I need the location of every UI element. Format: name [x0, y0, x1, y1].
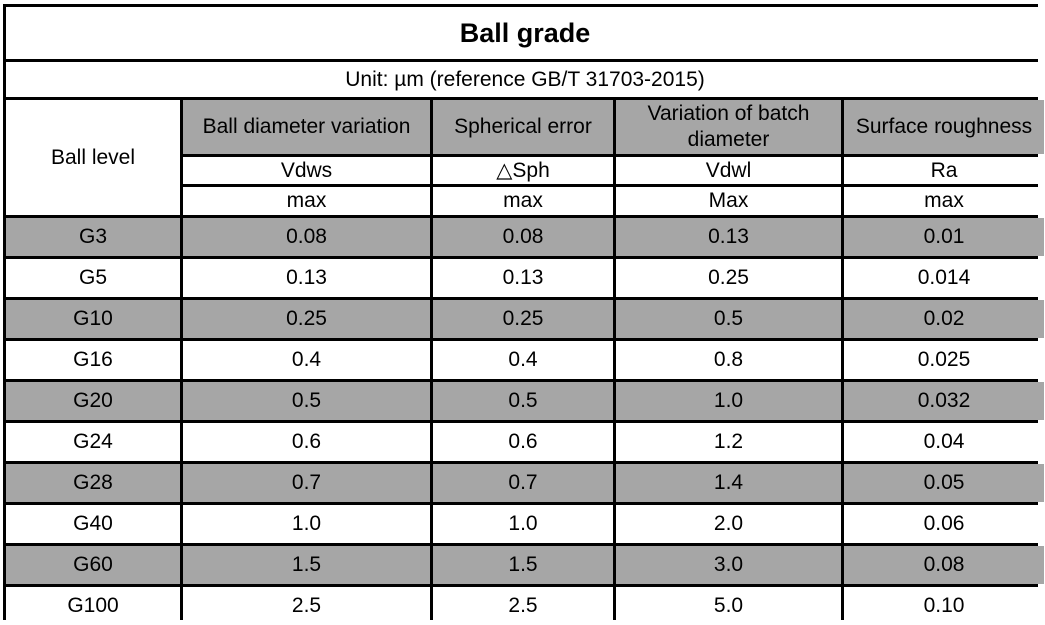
grade-cell: G5: [6, 259, 180, 297]
table-cell: 0.08: [433, 218, 613, 256]
table-cell: 0.5: [433, 382, 613, 420]
table-cell: 0.25: [183, 300, 430, 338]
table-cell: 1.0: [616, 382, 841, 420]
col-symbol: △Sph: [433, 157, 613, 184]
col-limit: max: [844, 187, 1044, 215]
ball-grade-table: Ball grade Unit: µm (reference GB/T 3170…: [3, 4, 1044, 625]
table-cell: 0.5: [616, 300, 841, 338]
table-cell: 0.08: [844, 546, 1044, 584]
table-cell: 2.5: [433, 587, 613, 625]
table-cell: 0.13: [616, 218, 841, 256]
grade-cell: G40: [6, 505, 180, 543]
table-cell: 0.7: [183, 464, 430, 502]
ball-level-header: Ball level: [6, 100, 180, 215]
grade-cell: G3: [6, 218, 180, 256]
table-cell: 1.4: [616, 464, 841, 502]
grade-cell: G100: [6, 587, 180, 625]
table-cell: 0.4: [433, 341, 613, 379]
table-cell: 0.10: [844, 587, 1044, 625]
table-cell: 0.032: [844, 382, 1044, 420]
table-cell: 0.8: [616, 341, 841, 379]
table-cell: 0.13: [183, 259, 430, 297]
col-header-batch-diameter-variation: Variation of batch diameter: [616, 100, 841, 154]
table-cell: 1.5: [433, 546, 613, 584]
table-cell: 0.08: [183, 218, 430, 256]
table-cell: 0.6: [433, 423, 613, 461]
unit-note: Unit: µm (reference GB/T 31703-2015): [6, 62, 1044, 97]
table-cell: 0.04: [844, 423, 1044, 461]
col-header-ball-diameter-variation: Ball diameter variation: [183, 100, 430, 154]
table-cell: 0.014: [844, 259, 1044, 297]
table-title: Ball grade: [6, 7, 1044, 59]
table-cell: 1.2: [616, 423, 841, 461]
table-cell: 0.4: [183, 341, 430, 379]
table-cell: 0.025: [844, 341, 1044, 379]
table-cell: 3.0: [616, 546, 841, 584]
grade-cell: G16: [6, 341, 180, 379]
table-cell: 0.06: [844, 505, 1044, 543]
grade-cell: G24: [6, 423, 180, 461]
col-symbol: Vdws: [183, 157, 430, 184]
table-cell: 1.0: [433, 505, 613, 543]
table-cell: 0.05: [844, 464, 1044, 502]
grade-cell: G60: [6, 546, 180, 584]
grade-cell: G28: [6, 464, 180, 502]
table-cell: 1.5: [183, 546, 430, 584]
col-limit: max: [183, 187, 430, 215]
table-cell: 0.13: [433, 259, 613, 297]
table-cell: 0.5: [183, 382, 430, 420]
col-symbol: Vdwl: [616, 157, 841, 184]
grade-cell: G20: [6, 382, 180, 420]
col-header-spherical-error: Spherical error: [433, 100, 613, 154]
table-cell: 0.01: [844, 218, 1044, 256]
table-cell: 5.0: [616, 587, 841, 625]
table-cell: 0.25: [433, 300, 613, 338]
col-limit: Max: [616, 187, 841, 215]
table-cell: 0.7: [433, 464, 613, 502]
grade-cell: G10: [6, 300, 180, 338]
table-cell: 0.02: [844, 300, 1044, 338]
table-cell: 1.0: [183, 505, 430, 543]
table-cell: 0.25: [616, 259, 841, 297]
col-header-surface-roughness: Surface roughness: [844, 100, 1044, 154]
col-limit: max: [433, 187, 613, 215]
table-cell: 0.6: [183, 423, 430, 461]
table-cell: 2.0: [616, 505, 841, 543]
table-cell: 2.5: [183, 587, 430, 625]
col-symbol: Ra: [844, 157, 1044, 184]
